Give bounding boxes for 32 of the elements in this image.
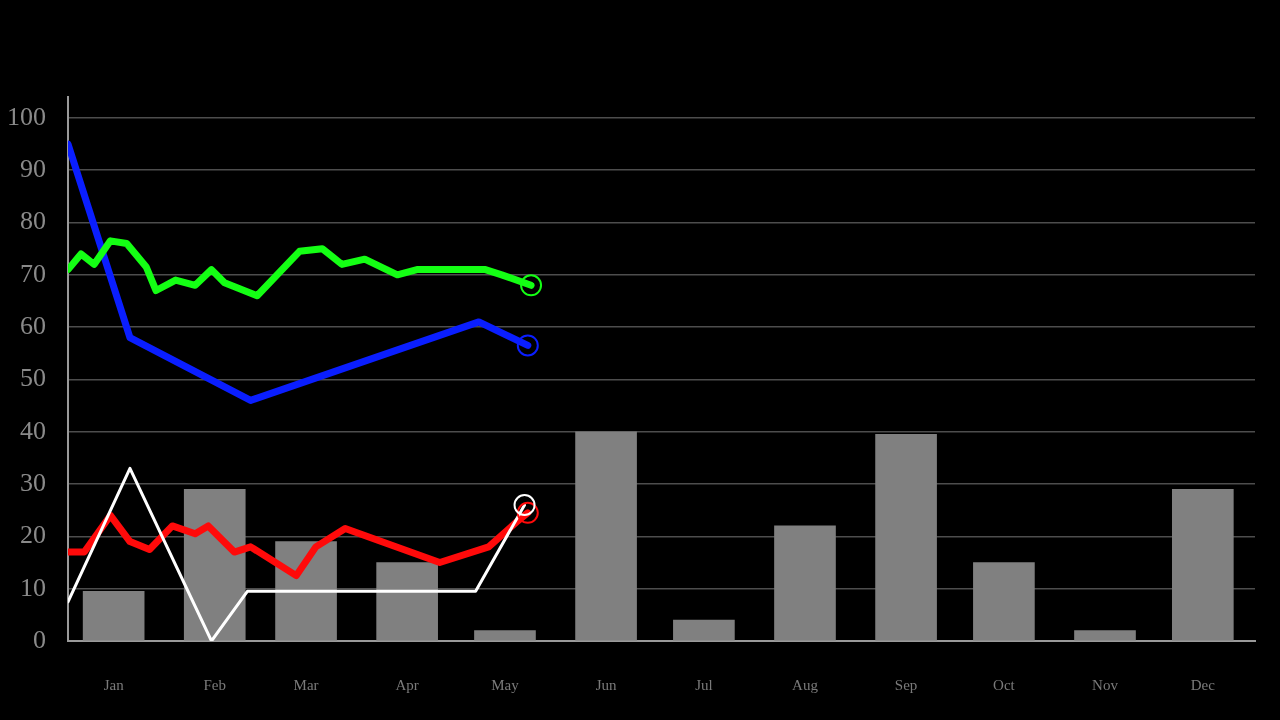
bar xyxy=(376,562,438,641)
y-tick-label: 70 xyxy=(20,258,46,288)
bar xyxy=(774,525,836,641)
bar xyxy=(575,431,637,641)
y-tick-label: 0 xyxy=(33,624,46,654)
x-tick-label: Aug xyxy=(792,676,819,693)
y-tick-label: 40 xyxy=(20,415,46,445)
x-tick-label: Sep xyxy=(894,676,918,693)
bar xyxy=(673,619,735,641)
x-tick-label: Oct xyxy=(993,676,1016,693)
bar xyxy=(973,562,1035,641)
y-tick-label: 90 xyxy=(20,154,46,184)
y-tick-label: 10 xyxy=(20,572,46,602)
x-tick-label: May xyxy=(491,676,520,693)
x-tick-label: Nov xyxy=(1092,676,1119,693)
y-tick-label: 50 xyxy=(20,363,46,393)
y-tick-label: 80 xyxy=(20,206,46,236)
x-tick-label: Jun xyxy=(595,676,617,693)
bar xyxy=(474,630,536,641)
bar xyxy=(1074,630,1136,641)
bar xyxy=(875,434,937,641)
x-tick-label: Mar xyxy=(293,676,319,693)
x-tick-label: Dec xyxy=(1190,676,1216,693)
y-tick-label: 20 xyxy=(20,520,46,550)
x-tick-label: Jan xyxy=(103,676,125,693)
x-tick-label: Feb xyxy=(203,676,226,693)
x-tick-label: Apr xyxy=(395,676,419,693)
y-tick-label: 30 xyxy=(20,467,46,497)
x-tick-label: Jul xyxy=(695,676,713,693)
y-tick-label: 60 xyxy=(20,310,46,340)
y-tick-label: 100 xyxy=(7,101,46,131)
bar xyxy=(1171,488,1234,641)
